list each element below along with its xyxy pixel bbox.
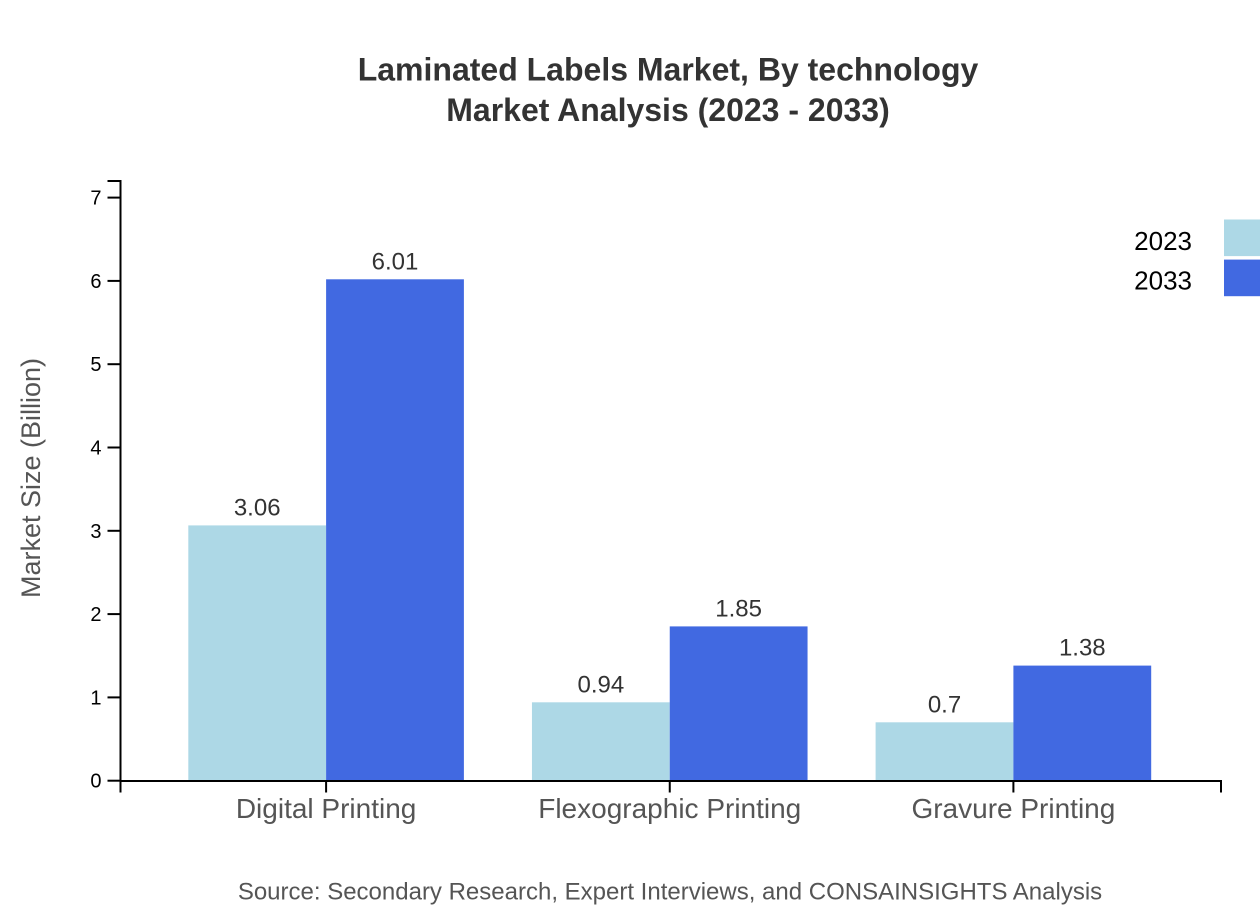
- svg-text:Market Size (Billion): Market Size (Billion): [16, 358, 46, 598]
- svg-text:Laminated Labels Market, By te: Laminated Labels Market, By technology: [358, 52, 979, 88]
- svg-text:0.7: 0.7: [928, 691, 961, 718]
- svg-text:Digital Printing: Digital Printing: [236, 793, 417, 824]
- svg-text:Gravure Printing: Gravure Printing: [911, 793, 1115, 824]
- svg-text:3.06: 3.06: [234, 494, 281, 521]
- svg-text:Market Analysis (2023 - 2033): Market Analysis (2023 - 2033): [446, 92, 890, 128]
- svg-text:0: 0: [90, 771, 101, 793]
- svg-text:1: 1: [90, 687, 101, 709]
- svg-text:5: 5: [90, 354, 101, 376]
- svg-text:1.38: 1.38: [1059, 635, 1106, 662]
- svg-text:6.01: 6.01: [372, 248, 419, 275]
- svg-text:Source: Secondary Research, Ex: Source: Secondary Research, Expert Inter…: [238, 879, 1102, 906]
- svg-text:2033: 2033: [1134, 266, 1192, 296]
- svg-text:4: 4: [90, 438, 101, 460]
- svg-text:2023: 2023: [1134, 226, 1192, 256]
- svg-text:2: 2: [90, 604, 101, 626]
- svg-text:1.85: 1.85: [715, 595, 762, 622]
- svg-text:3: 3: [90, 521, 101, 543]
- svg-text:7: 7: [90, 188, 101, 210]
- svg-text:Flexographic Printing: Flexographic Printing: [538, 793, 801, 824]
- svg-text:6: 6: [90, 271, 101, 293]
- svg-text:0.94: 0.94: [577, 671, 624, 698]
